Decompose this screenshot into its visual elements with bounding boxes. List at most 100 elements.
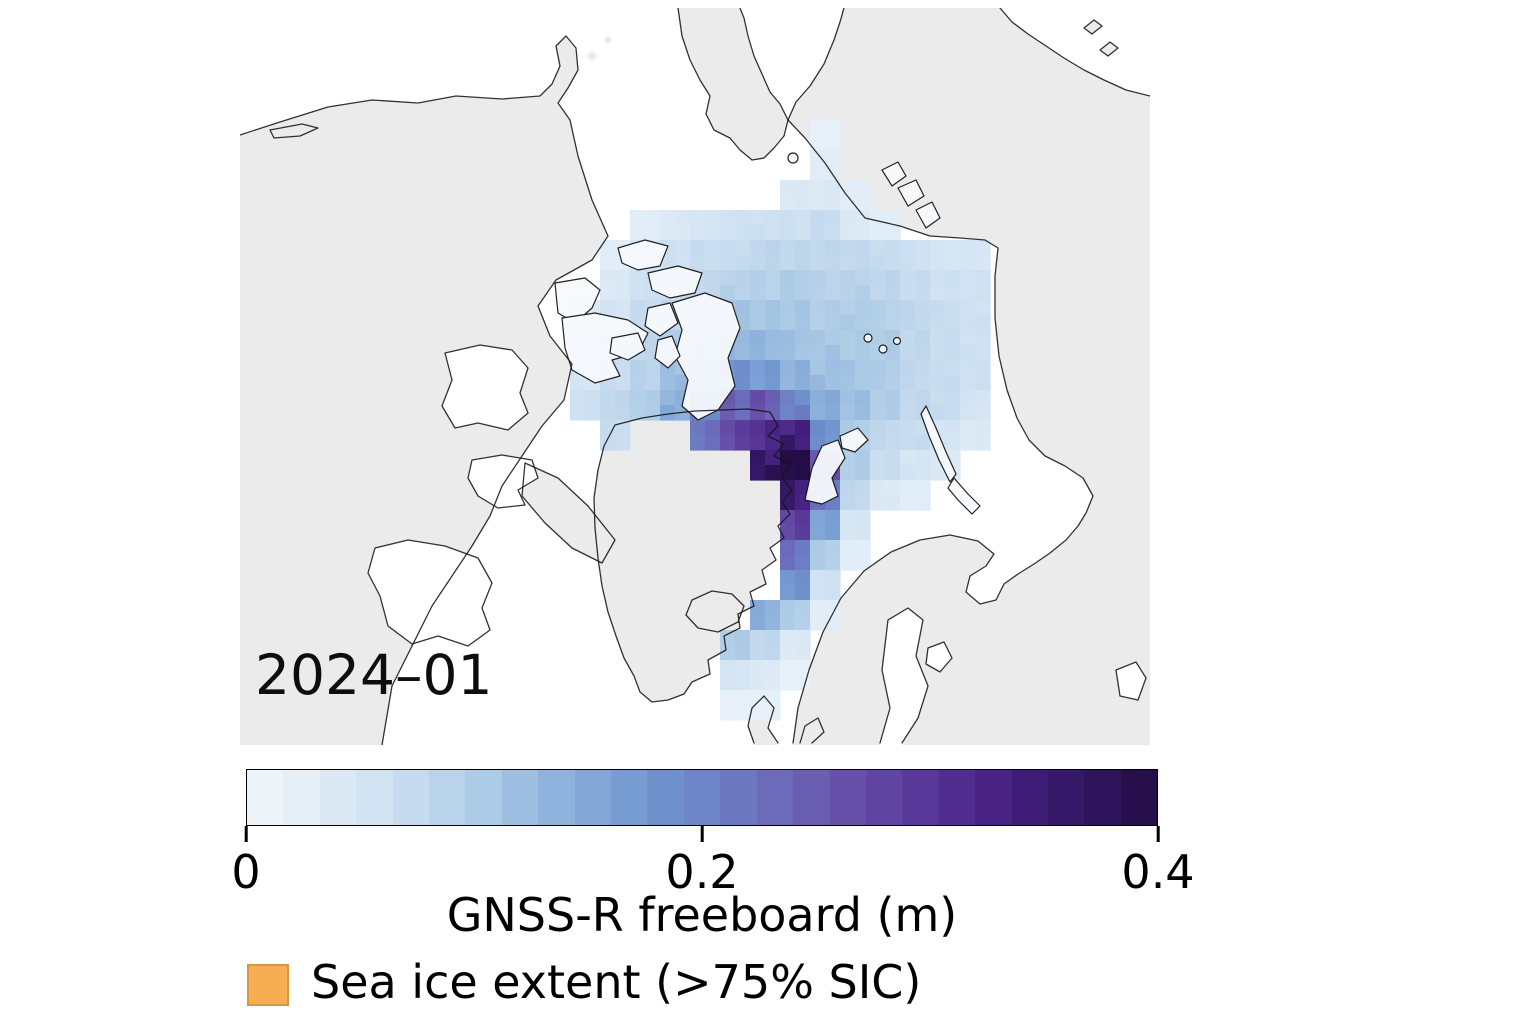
freeboard-cell (795, 540, 811, 556)
colorbar-segment (319, 770, 357, 825)
freeboard-cell (795, 405, 811, 421)
freeboard-cell (735, 330, 751, 346)
land-iceland (686, 591, 744, 632)
freeboard-cell (870, 420, 886, 436)
freeboard-cell (630, 270, 646, 286)
freeboard-cell (855, 480, 871, 496)
outline-lake-great-bear (441, 344, 529, 431)
freeboard-cell (885, 300, 901, 316)
freeboard-cell (960, 405, 976, 421)
freeboard-cell (750, 465, 766, 481)
freeboard-cell (750, 240, 766, 256)
colorbar-tick-label: 0 (231, 845, 261, 899)
freeboard-cell (900, 255, 916, 271)
freeboard-cell (825, 525, 841, 541)
freeboard-cell (855, 345, 871, 361)
freeboard-cell (840, 375, 856, 391)
freeboard-cell (780, 480, 796, 496)
freeboard-cell (885, 255, 901, 271)
freeboard-cell (855, 285, 871, 301)
freeboard-cell (855, 315, 871, 331)
freeboard-cell (765, 315, 781, 331)
freeboard-cell (735, 240, 751, 256)
freeboard-cell (795, 210, 811, 226)
freeboard-cell (915, 495, 931, 511)
freeboard-cell (930, 330, 946, 346)
freeboard-cell (795, 675, 811, 691)
freeboard-cell (780, 270, 796, 286)
freeboard-cell (960, 285, 976, 301)
freeboard-cell (870, 360, 886, 376)
freeboard-cell (900, 375, 916, 391)
freeboard-cell (840, 390, 856, 406)
freeboard-cell (825, 510, 841, 526)
freeboard-cell (630, 225, 646, 241)
island-svalbard (804, 439, 846, 505)
freeboard-cell (780, 330, 796, 346)
freeboard-cell (825, 615, 841, 631)
freeboard-cell (855, 525, 871, 541)
freeboard-cell (810, 510, 826, 526)
freeboard-cell (735, 405, 751, 421)
freeboard-cell (735, 300, 751, 316)
freeboard-cell (810, 345, 826, 361)
freeboard-cell (690, 420, 706, 436)
freeboard-cell (930, 375, 946, 391)
freeboard-cell (900, 315, 916, 331)
freeboard-cell (825, 345, 841, 361)
freeboard-cell (735, 375, 751, 391)
freeboard-cell (645, 390, 661, 406)
freeboard-cell (930, 255, 946, 271)
coastline-iceland (685, 590, 745, 633)
freeboard-cell (855, 180, 871, 196)
freeboard-cell (765, 450, 781, 466)
freeboard-cell (795, 255, 811, 271)
freeboard-cell (885, 285, 901, 301)
land-greenland (594, 409, 792, 702)
freeboard-cell (765, 465, 781, 481)
freeboard-cell (660, 210, 676, 226)
freeboard-cell (750, 675, 766, 691)
freeboard-cell (675, 225, 691, 241)
freeboard-cell (795, 600, 811, 616)
land-scandinavia-russia (793, 513, 1150, 745)
freeboard-cell (750, 270, 766, 286)
freeboard-cell (825, 300, 841, 316)
freeboard-cell (975, 255, 991, 271)
freeboard-cell (825, 540, 841, 556)
freeboard-cell (780, 435, 796, 451)
freeboard-cell (765, 255, 781, 271)
freeboard-cell (675, 210, 691, 226)
freeboard-cell (840, 480, 856, 496)
freeboard-cell (780, 360, 796, 376)
freeboard-cell (780, 375, 796, 391)
freeboard-cell (915, 270, 931, 286)
freeboard-cell (825, 555, 841, 571)
freeboard-cell (810, 600, 826, 616)
freeboard-cell (825, 270, 841, 286)
freeboard-cell (750, 375, 766, 391)
freeboard-cell (855, 465, 871, 481)
freeboard-cell (750, 690, 766, 706)
coastlines (240, 8, 1150, 745)
freeboard-cell (780, 675, 796, 691)
freeboard-cell (750, 330, 766, 346)
freeboard-cell (720, 270, 736, 286)
freeboard-cell (825, 570, 841, 586)
freeboard-cell (825, 120, 841, 136)
freeboard-cell (960, 240, 976, 256)
colorbar-segment (647, 770, 684, 825)
freeboard-cell (780, 465, 796, 481)
freeboard-cell (735, 345, 751, 361)
freeboard-cell (615, 405, 631, 421)
freeboard-cell (915, 375, 931, 391)
freeboard-cell (795, 300, 811, 316)
freeboard-cell (765, 270, 781, 286)
freeboard-cell (975, 330, 991, 346)
freeboard-cell (780, 210, 796, 226)
freeboard-cell (600, 285, 616, 301)
coastline-greenland (593, 408, 793, 703)
colorbar-segment (793, 770, 830, 825)
freeboard-cell (840, 330, 856, 346)
freeboard-cell (870, 465, 886, 481)
